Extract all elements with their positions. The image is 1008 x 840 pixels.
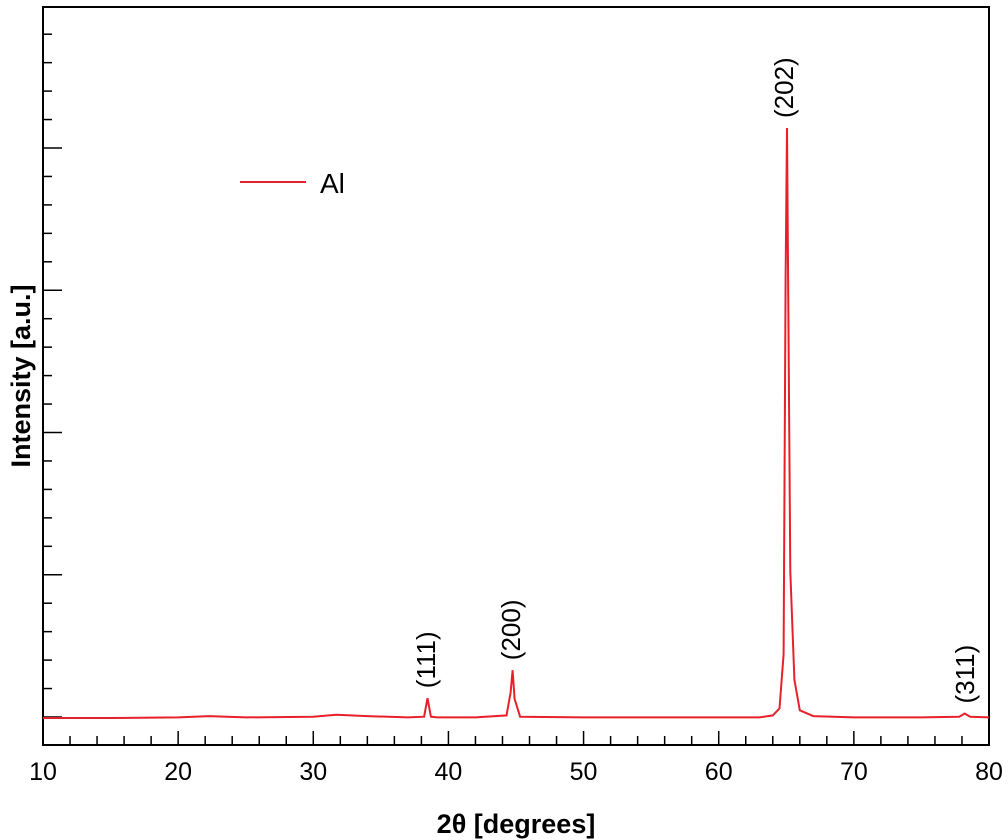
peak-label: (311) (950, 645, 980, 704)
series-line-al (43, 127, 990, 719)
legend: Al (240, 168, 345, 199)
peak-label: (200) (496, 599, 526, 660)
x-tick-label: 60 (705, 758, 733, 786)
peak-label: (111) (411, 631, 441, 688)
x-tick-label: 30 (299, 758, 327, 786)
x-tick-label: 80 (975, 758, 1003, 786)
legend-label-al: Al (320, 168, 345, 199)
x-axis-title: 2θ [degrees] (437, 809, 596, 839)
x-tick-label: 70 (840, 758, 868, 786)
y-axis-ticks (43, 33, 62, 718)
x-tick-label: 10 (29, 758, 57, 786)
y-axis-title: Intensity [a.u.] (6, 284, 36, 467)
x-tick-label: 20 (164, 758, 192, 786)
x-tick-label: 50 (570, 758, 598, 786)
x-axis-tick-labels: 10 20 30 40 50 60 70 80 (29, 758, 1003, 786)
x-axis-ticks (69, 731, 963, 745)
peak-label: (202) (769, 57, 799, 118)
peak-labels: (111) (200) (202) (311) (411, 57, 980, 703)
x-tick-label: 40 (435, 758, 463, 786)
